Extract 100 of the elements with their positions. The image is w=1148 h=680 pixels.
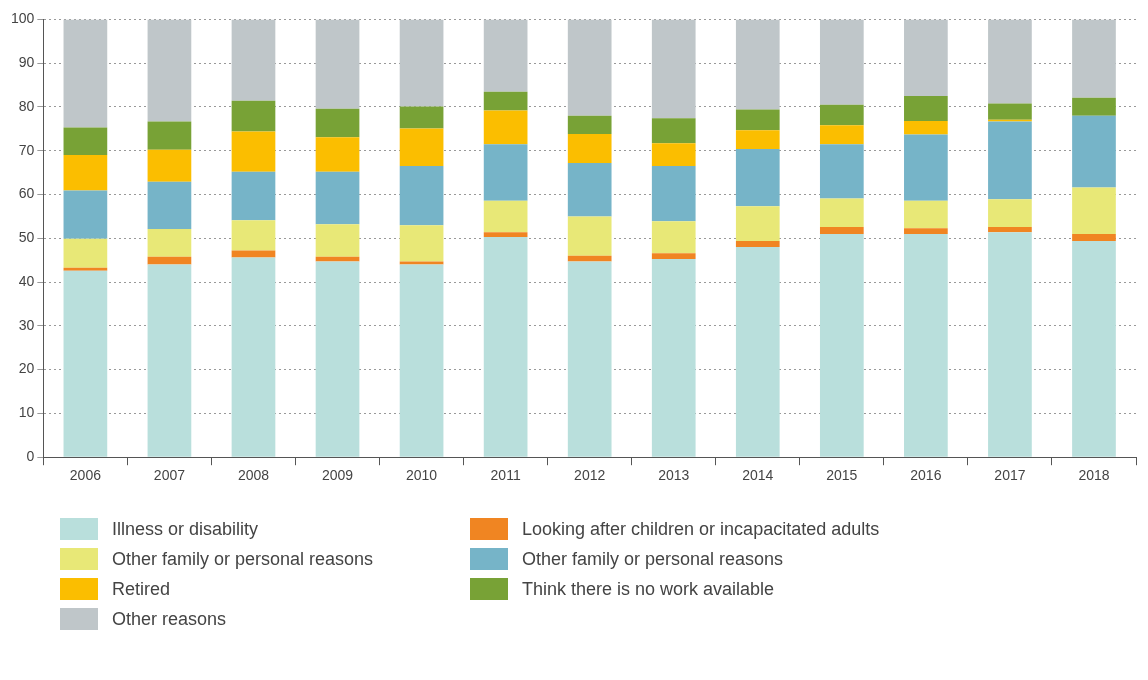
bar — [399, 166, 444, 226]
bar — [147, 149, 192, 182]
bar — [399, 261, 444, 265]
x-tick-label: 2013 — [658, 467, 690, 484]
y-tick-label: 0 — [26, 448, 35, 465]
bar — [819, 226, 864, 234]
bar — [63, 190, 108, 239]
bar — [1072, 187, 1116, 234]
bar — [315, 137, 360, 172]
bar — [231, 171, 276, 221]
y-tick-label: 50 — [18, 229, 35, 246]
bar — [63, 267, 108, 271]
bar — [63, 238, 108, 268]
bar — [651, 258, 696, 457]
bar — [483, 144, 528, 201]
bar — [819, 125, 864, 145]
bar — [315, 108, 360, 138]
legend-label: Other family or personal reasons — [522, 548, 784, 570]
bar — [988, 121, 1032, 200]
legend-label: Think there is no work available — [522, 578, 775, 600]
bar — [147, 121, 192, 150]
bar — [315, 19, 360, 109]
bar — [904, 134, 948, 201]
bar — [231, 220, 276, 251]
x-tick-label: 2008 — [237, 467, 270, 484]
bar — [483, 232, 528, 237]
bar — [231, 19, 276, 101]
bar — [567, 261, 612, 457]
bar — [819, 144, 864, 199]
y-tick-label: 100 — [11, 10, 35, 27]
bar — [315, 261, 360, 457]
bar — [651, 166, 696, 222]
bar — [988, 199, 1032, 227]
x-tick-label: 2011 — [490, 467, 521, 484]
bar — [567, 134, 612, 163]
bar — [819, 233, 864, 457]
bar — [567, 19, 612, 116]
x-tick-label: 2018 — [1078, 467, 1110, 484]
bar — [147, 19, 192, 122]
bar — [1072, 97, 1116, 116]
bar — [819, 104, 864, 126]
bar — [904, 200, 948, 229]
legend-label: Other reasons — [112, 608, 227, 630]
bar — [231, 100, 276, 132]
bar — [231, 131, 276, 172]
bar — [399, 128, 444, 167]
bar — [567, 115, 612, 135]
bar — [399, 19, 444, 107]
y-tick-label: 30 — [18, 316, 35, 333]
bar — [735, 240, 780, 248]
bar — [147, 256, 192, 265]
bar — [819, 198, 864, 227]
bar — [651, 118, 696, 144]
bar — [483, 236, 528, 457]
legend-label: Illness or disability — [112, 518, 259, 540]
bar — [567, 255, 612, 262]
bar — [735, 19, 780, 110]
bar — [651, 221, 696, 254]
bar — [399, 225, 444, 262]
x-tick-label: 2007 — [153, 467, 186, 484]
bar — [904, 228, 948, 234]
bar — [63, 270, 108, 457]
x-tick-label: 2010 — [406, 467, 438, 484]
y-tick-label: 70 — [18, 141, 35, 158]
legend-label: Looking after children or incapacitated adults — [522, 518, 880, 540]
y-tick-label: 60 — [18, 185, 35, 202]
bar — [63, 155, 108, 191]
legend-label: Other family or personal reasons — [112, 548, 374, 570]
bar — [988, 226, 1032, 233]
y-tick-label: 20 — [18, 360, 35, 377]
bar — [735, 247, 780, 457]
bar — [735, 130, 780, 149]
bar — [147, 181, 192, 230]
bar — [1072, 233, 1116, 241]
bar — [567, 163, 612, 217]
bar — [231, 250, 276, 258]
bar — [315, 256, 360, 262]
y-tick-label: 90 — [18, 54, 35, 71]
bar — [988, 232, 1032, 457]
bar — [904, 96, 948, 121]
x-tick-label: 2009 — [321, 467, 354, 484]
bar — [147, 264, 192, 457]
bar — [63, 127, 108, 156]
x-tick-label: 2015 — [826, 467, 858, 484]
bar — [1072, 240, 1116, 457]
bar — [483, 91, 528, 111]
bar — [315, 171, 360, 225]
y-tick-label: 80 — [18, 97, 35, 114]
x-tick-label: 2012 — [574, 467, 606, 484]
bar — [988, 103, 1032, 120]
bar — [651, 143, 696, 167]
bar — [735, 109, 780, 131]
bar — [819, 19, 864, 105]
bar — [147, 229, 192, 257]
bar — [904, 233, 948, 457]
x-tick-label: 2016 — [910, 467, 942, 484]
y-tick-label: 10 — [18, 404, 35, 421]
bar — [399, 264, 444, 457]
bar — [63, 19, 108, 128]
bar — [1072, 19, 1116, 98]
